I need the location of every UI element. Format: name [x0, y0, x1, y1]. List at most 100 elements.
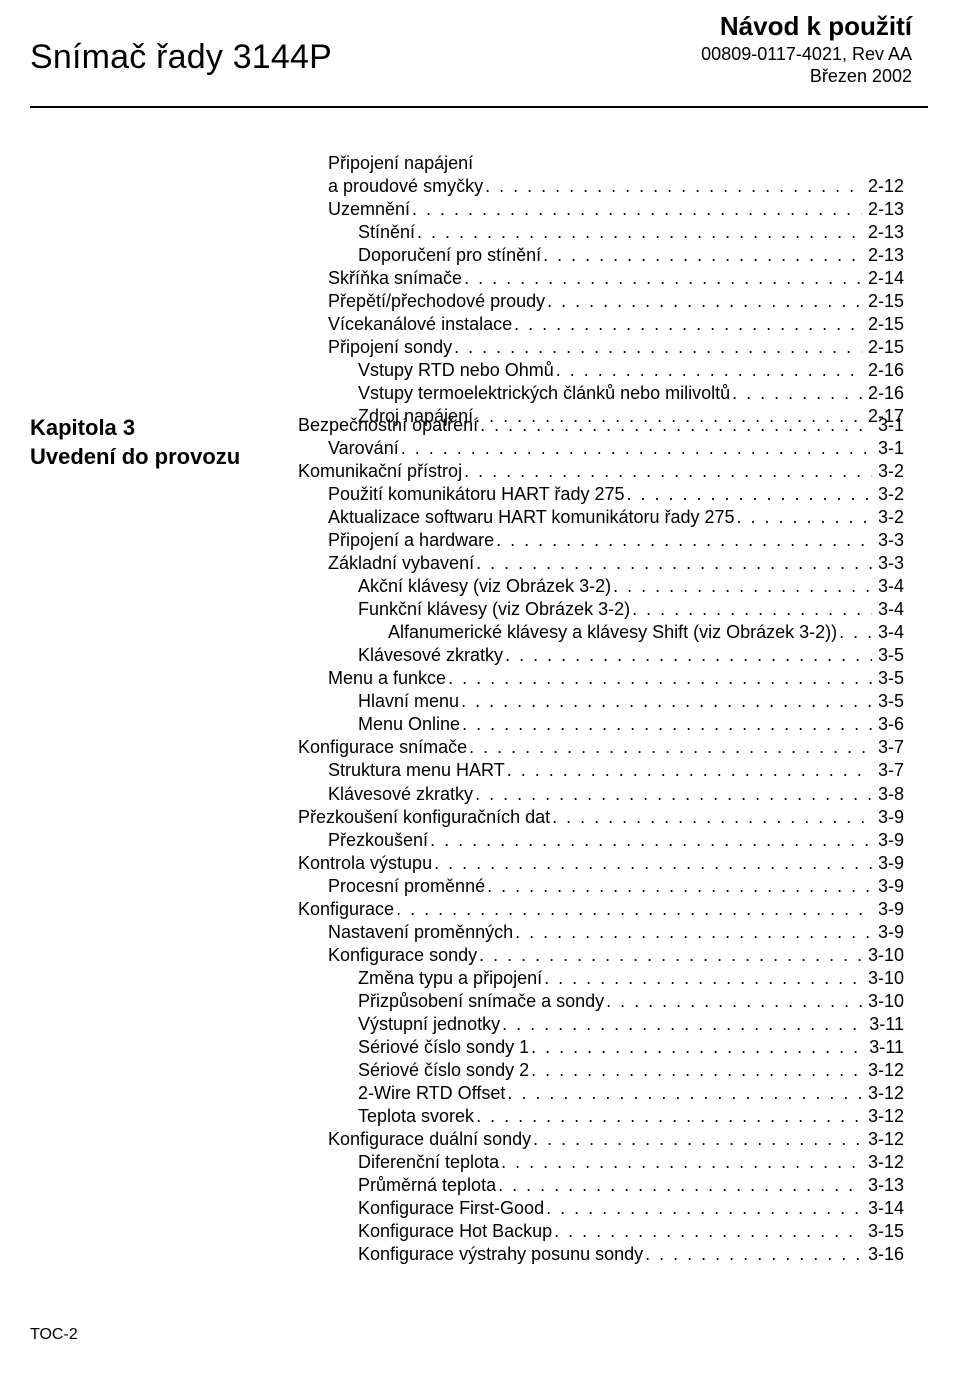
toc-label: a proudové smyčky — [328, 175, 483, 198]
toc-row: Konfigurace sondy3-10 — [298, 944, 904, 967]
toc-leader — [430, 829, 872, 852]
toc-leader — [476, 1105, 862, 1128]
toc-label: Bezpečnostní opatření — [298, 414, 478, 437]
toc-label: Doporučení pro stínění — [358, 244, 541, 267]
toc-row: Připojení napájení — [298, 152, 904, 175]
toc-row: Sériové číslo sondy 23-12 — [298, 1059, 904, 1082]
toc-page: 3-5 — [874, 667, 904, 690]
doc-number: 00809-0117-4021, Rev AA — [701, 43, 912, 66]
toc-label: Klávesové zkratky — [328, 783, 473, 806]
toc-leader — [487, 875, 872, 898]
toc-row: Vícekanálové instalace2-15 — [298, 313, 904, 336]
toc-row: Nastavení proměnných 3-9 — [298, 921, 904, 944]
toc-label: Sériové číslo sondy 1 — [358, 1036, 529, 1059]
toc-leader — [417, 221, 862, 244]
page: Návod k použití 00809-0117-4021, Rev AA … — [0, 0, 960, 1378]
toc-page: 3-11 — [865, 1013, 904, 1036]
toc-row: Struktura menu HART3-7 — [298, 759, 904, 782]
toc-row: Hlavní menu3-5 — [298, 690, 904, 713]
toc-block-top: Připojení napájenía proudové smyčky2-12U… — [298, 152, 904, 428]
toc-leader — [543, 244, 862, 267]
toc-label: Diferenční teplota — [358, 1151, 499, 1174]
toc-row: Konfigurace výstrahy posunu sondy3-16 — [298, 1243, 904, 1266]
toc-leader — [533, 1128, 862, 1151]
toc-leader — [645, 1243, 862, 1266]
toc-label: Změna typu a připojení — [358, 967, 542, 990]
toc-page: 3-9 — [874, 875, 904, 898]
toc-leader — [396, 898, 872, 921]
toc-row: Procesní proměnné3-9 — [298, 875, 904, 898]
toc-label: Uzemnění — [328, 198, 410, 221]
toc-page: 3-15 — [864, 1220, 904, 1243]
toc-leader — [498, 1174, 862, 1197]
chapter-title: Uvedení do provozu — [30, 443, 280, 472]
toc-leader — [626, 483, 872, 506]
toc-row: Základní vybavení3-3 — [298, 552, 904, 575]
toc-leader — [412, 198, 862, 221]
toc-leader — [554, 1220, 862, 1243]
toc-page: 3-5 — [874, 690, 904, 713]
toc-page: 3-13 — [864, 1174, 904, 1197]
toc-page: 3-12 — [864, 1128, 904, 1151]
toc-label: Konfigurace First-Good — [358, 1197, 544, 1220]
toc-page: 3-12 — [864, 1059, 904, 1082]
toc-label: Připojení sondy — [328, 336, 452, 359]
toc-leader — [531, 1036, 863, 1059]
toc-label: Přepětí/přechodové proudy — [328, 290, 545, 313]
toc-leader — [839, 621, 872, 644]
toc-label: Výstupní jednotky — [358, 1013, 500, 1036]
toc-page: 2-16 — [864, 382, 904, 405]
toc-row: Změna typu a připojení3-10 — [298, 967, 904, 990]
toc-page: 3-4 — [874, 621, 904, 644]
toc-leader — [454, 336, 862, 359]
toc-page: 3-2 — [874, 506, 904, 529]
doc-date: Březen 2002 — [701, 65, 912, 88]
toc-page: 3-9 — [874, 921, 904, 944]
toc-label: Klávesové zkratky — [358, 644, 503, 667]
toc-page: 3-9 — [874, 829, 904, 852]
toc-leader — [479, 944, 862, 967]
toc-leader — [514, 313, 862, 336]
toc-label: Struktura menu HART — [328, 759, 505, 782]
toc-page: 3-3 — [874, 529, 904, 552]
toc-page: 3-1 — [874, 414, 904, 437]
toc-leader — [485, 175, 862, 198]
toc-leader — [496, 529, 872, 552]
toc-row: Připojení sondy2-15 — [298, 336, 904, 359]
toc-label: Aktualizace softwaru HART komunikátoru ř… — [328, 506, 735, 529]
toc-leader — [462, 713, 872, 736]
toc-row: Přezkoušení konfiguračních dat3-9 — [298, 806, 904, 829]
toc-label: Varování — [328, 437, 399, 460]
toc-row: Vstupy termoelektrických článků nebo mil… — [298, 382, 904, 405]
toc-row: Výstupní jednotky 3-11 — [298, 1013, 904, 1036]
toc-leader — [732, 382, 862, 405]
toc-label: Stínění — [358, 221, 415, 244]
toc-row: Připojení a hardware3-3 — [298, 529, 904, 552]
toc-leader — [552, 806, 872, 829]
toc-label: Nastavení proměnných — [328, 921, 513, 944]
toc-page: 3-2 — [874, 460, 904, 483]
toc-row: Přezkoušení3-9 — [298, 829, 904, 852]
toc-label: Konfigurace duální sondy — [328, 1128, 531, 1151]
toc-label: Kontrola výstupu — [298, 852, 432, 875]
toc-label: Připojení napájení — [328, 152, 473, 175]
toc-page: 3-1 — [874, 437, 904, 460]
toc-row: Diferenční teplota3-12 — [298, 1151, 904, 1174]
toc-leader — [606, 990, 862, 1013]
toc-label: Vstupy termoelektrických článků nebo mil… — [358, 382, 730, 405]
toc-leader — [502, 1013, 863, 1036]
toc-label: Teplota svorek — [358, 1105, 474, 1128]
toc-page: 3-16 — [864, 1243, 904, 1266]
toc-leader — [464, 267, 862, 290]
nav-title: Návod k použití — [701, 10, 912, 43]
toc-leader — [461, 690, 872, 713]
chapter-number: Kapitola 3 — [30, 414, 280, 443]
toc-row: Konfigurace3-9 — [298, 898, 904, 921]
toc-row: a proudové smyčky2-12 — [298, 175, 904, 198]
toc-label: Alfanumerické klávesy a klávesy Shift (v… — [388, 621, 837, 644]
toc-page: 3-5 — [874, 644, 904, 667]
toc-page: 3-12 — [864, 1082, 904, 1105]
toc-label: Průměrná teplota — [358, 1174, 496, 1197]
toc-page: 2-13 — [864, 244, 904, 267]
toc-label: Komunikační přístroj — [298, 460, 462, 483]
